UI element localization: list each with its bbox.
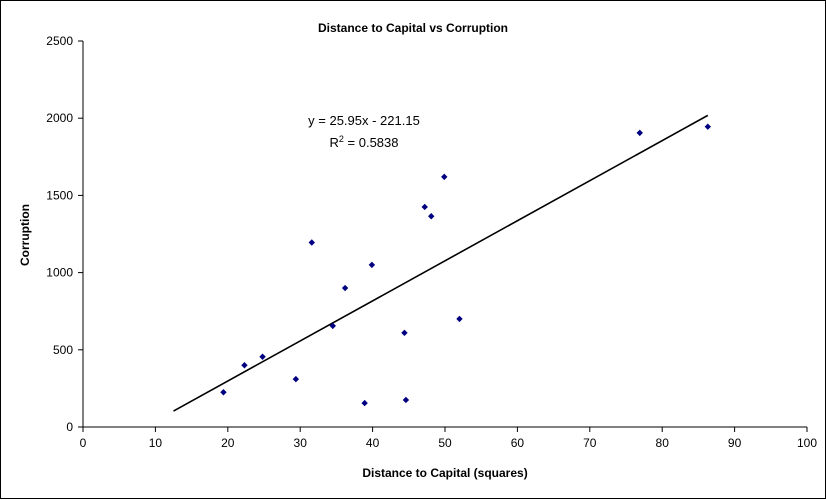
data-point xyxy=(241,362,248,369)
x-tick-label: 30 xyxy=(294,436,308,450)
data-point xyxy=(341,284,349,292)
data-point xyxy=(636,129,643,137)
data-point xyxy=(401,329,408,337)
data-point xyxy=(441,173,448,181)
trendline xyxy=(173,114,709,412)
data-point xyxy=(361,399,368,407)
y-tick-label: 1000 xyxy=(46,266,73,280)
x-axis-label: Distance to Capital (squares) xyxy=(362,466,527,480)
x-tick-label: 80 xyxy=(656,436,670,450)
y-tick-label: 2000 xyxy=(46,111,73,125)
x-tick-label: 10 xyxy=(149,436,163,450)
x-tick-label: 70 xyxy=(583,436,597,450)
x-axis-ticks: 0 10 20 30 40 50 60 70 80 90 100 xyxy=(80,427,817,450)
data-point xyxy=(421,203,428,211)
r-squared-label: R2 = 0.5838 xyxy=(330,134,399,150)
y-tick-label: 2500 xyxy=(46,34,73,48)
r-squared-value: = 0.5838 xyxy=(344,135,399,150)
r-squared-exponent: 2 xyxy=(339,134,344,144)
data-point xyxy=(704,123,712,130)
r-squared-prefix: R xyxy=(330,135,339,150)
x-tick-label: 20 xyxy=(221,436,235,450)
y-tick-label: 500 xyxy=(53,343,73,357)
data-points xyxy=(220,123,712,407)
y-tick-label: 1500 xyxy=(46,188,73,202)
data-point xyxy=(329,322,336,330)
data-point xyxy=(292,375,300,383)
x-tick-label: 60 xyxy=(511,436,525,450)
x-tick-label: 90 xyxy=(728,436,742,450)
y-tick-label: 0 xyxy=(66,420,73,434)
data-point xyxy=(220,389,227,396)
y-axis-label: Corruption xyxy=(18,204,32,266)
data-point xyxy=(368,261,376,269)
y-axis-ticks: 0 500 1000 1500 2000 2500 xyxy=(46,34,83,434)
data-point xyxy=(402,396,410,404)
x-tick-label: 0 xyxy=(80,436,87,450)
x-tick-label: 40 xyxy=(366,436,380,450)
x-tick-label: 50 xyxy=(438,436,452,450)
data-point xyxy=(259,353,266,360)
data-point xyxy=(428,213,435,220)
chart-title: Distance to Capital vs Corruption xyxy=(318,21,508,35)
data-point xyxy=(308,239,315,246)
x-tick-label: 100 xyxy=(797,436,817,450)
trendline-equation: y = 25.95x - 221.15 xyxy=(308,113,420,128)
data-point xyxy=(456,315,463,323)
